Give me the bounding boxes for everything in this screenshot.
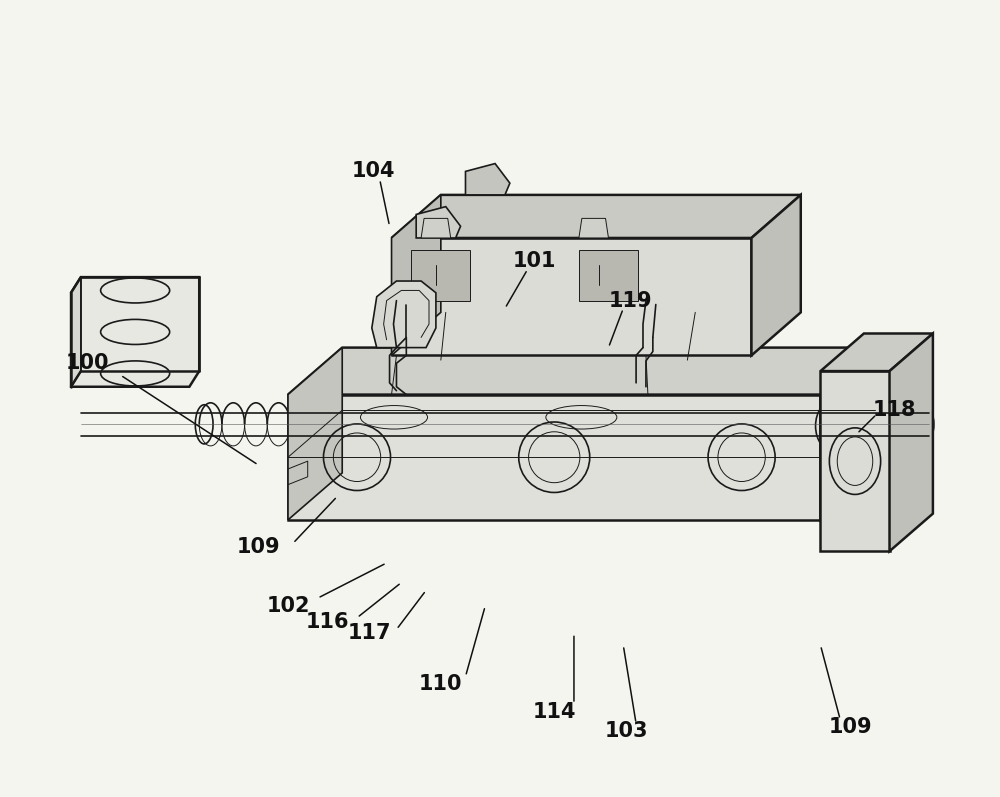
Text: 103: 103 bbox=[604, 721, 648, 741]
Text: 114: 114 bbox=[532, 701, 576, 722]
Polygon shape bbox=[579, 218, 608, 238]
Text: 119: 119 bbox=[608, 291, 652, 311]
Polygon shape bbox=[820, 371, 890, 552]
Text: 109: 109 bbox=[828, 717, 872, 737]
Text: 100: 100 bbox=[66, 353, 110, 373]
Text: 101: 101 bbox=[513, 252, 556, 272]
Polygon shape bbox=[392, 195, 441, 355]
Polygon shape bbox=[372, 281, 436, 347]
Polygon shape bbox=[288, 395, 820, 520]
Polygon shape bbox=[890, 333, 933, 552]
Text: 117: 117 bbox=[348, 623, 392, 643]
Polygon shape bbox=[820, 347, 875, 520]
Polygon shape bbox=[416, 206, 461, 238]
Polygon shape bbox=[392, 195, 801, 238]
Polygon shape bbox=[71, 277, 199, 387]
Text: 110: 110 bbox=[419, 674, 463, 694]
Text: 102: 102 bbox=[266, 596, 310, 616]
Text: 118: 118 bbox=[873, 400, 916, 420]
Polygon shape bbox=[465, 163, 510, 195]
Polygon shape bbox=[751, 195, 801, 355]
Polygon shape bbox=[421, 218, 451, 238]
Text: 109: 109 bbox=[237, 537, 280, 557]
Text: 116: 116 bbox=[306, 611, 349, 632]
Polygon shape bbox=[820, 333, 933, 371]
Polygon shape bbox=[411, 249, 470, 300]
Polygon shape bbox=[71, 277, 81, 387]
Polygon shape bbox=[579, 249, 638, 300]
Polygon shape bbox=[392, 238, 751, 355]
Polygon shape bbox=[288, 347, 342, 520]
Text: 104: 104 bbox=[352, 162, 396, 182]
Polygon shape bbox=[288, 347, 875, 395]
